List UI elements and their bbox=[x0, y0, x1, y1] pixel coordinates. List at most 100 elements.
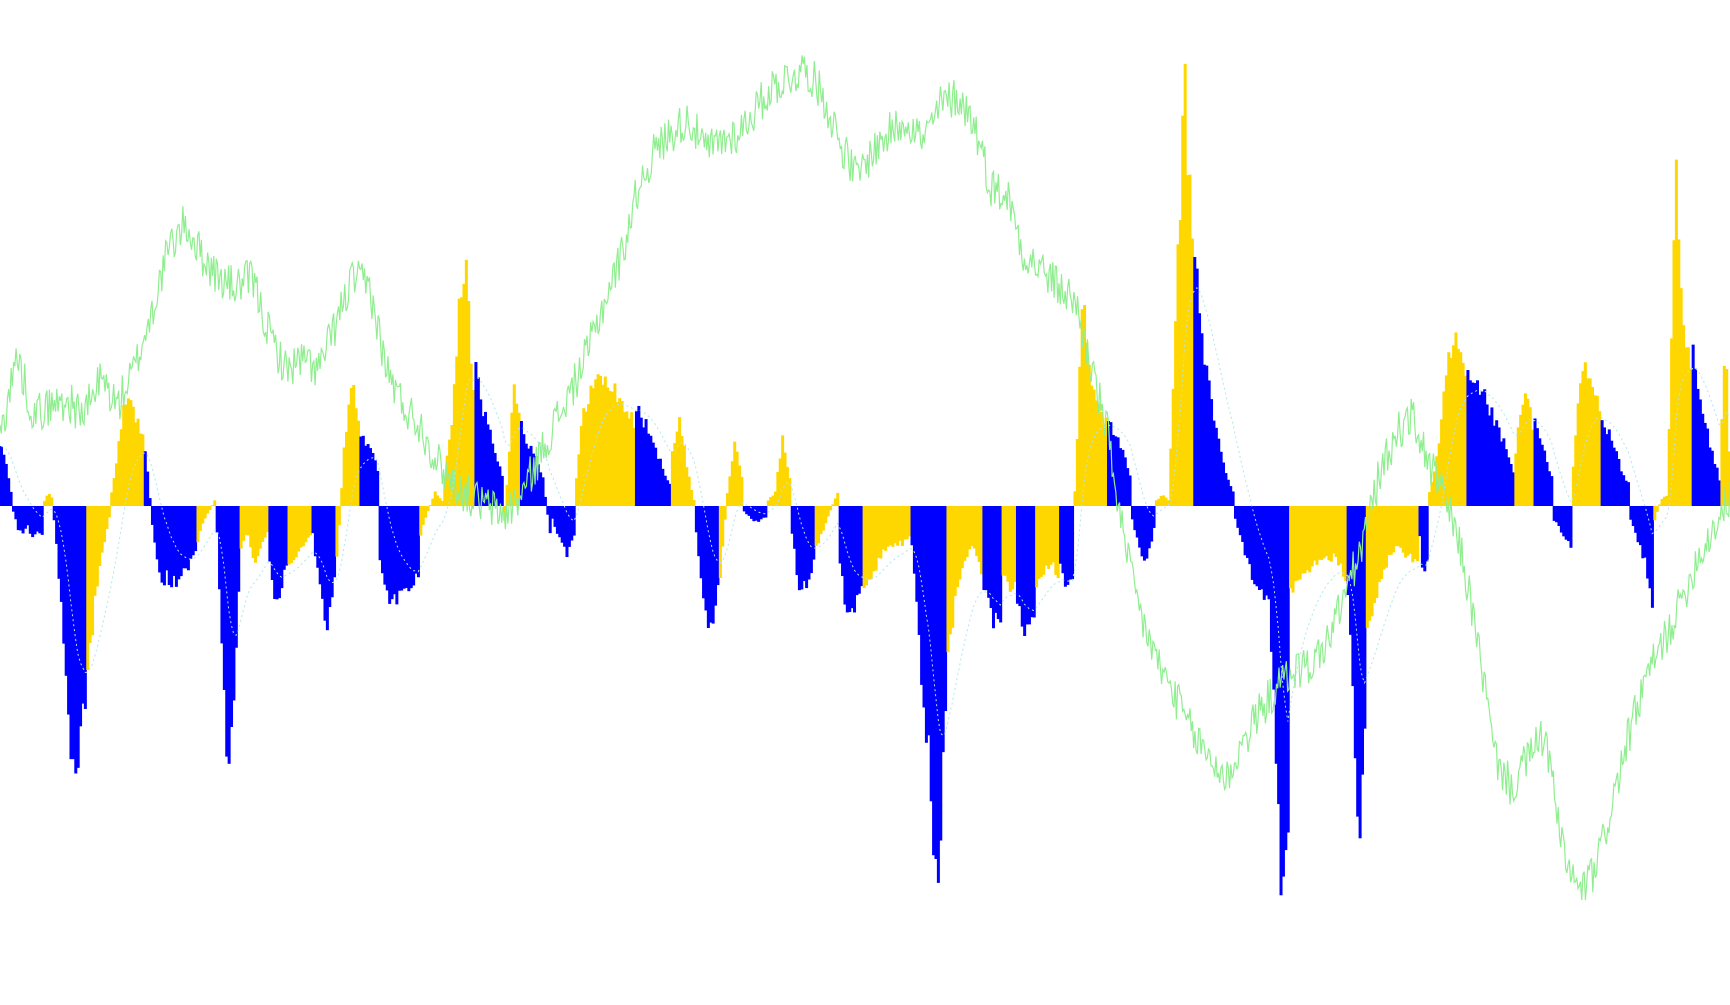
histogram-bar bbox=[1210, 399, 1214, 506]
histogram-bar bbox=[944, 506, 948, 712]
histogram-bar bbox=[88, 506, 92, 643]
histogram-bar bbox=[1222, 462, 1226, 506]
histogram-bar bbox=[1207, 380, 1211, 506]
histogram-bar bbox=[376, 470, 380, 506]
histogram-bar bbox=[337, 506, 341, 526]
histogram-bar bbox=[1461, 362, 1465, 506]
histogram-bar bbox=[1658, 504, 1662, 506]
histogram-bar bbox=[392, 506, 396, 595]
histogram-bar bbox=[1701, 413, 1705, 506]
histogram-bar bbox=[28, 506, 32, 534]
histogram-bar bbox=[1147, 506, 1151, 549]
histogram-bar bbox=[402, 506, 406, 589]
histogram-bar bbox=[112, 478, 116, 506]
histogram-bar bbox=[582, 408, 586, 506]
histogram-bar bbox=[299, 506, 303, 548]
histogram-bar bbox=[572, 506, 576, 536]
histogram-bar bbox=[1610, 440, 1614, 506]
histogram-bar bbox=[1514, 453, 1518, 506]
histogram-bar bbox=[1698, 399, 1702, 506]
histogram-bar bbox=[1035, 506, 1039, 588]
histogram-bar bbox=[167, 506, 171, 585]
histogram-bar bbox=[1626, 482, 1630, 506]
histogram-bar bbox=[215, 506, 219, 533]
histogram-bar bbox=[814, 506, 818, 546]
histogram-bar bbox=[1428, 492, 1432, 506]
histogram-bar bbox=[59, 506, 63, 602]
histogram-bar bbox=[1047, 506, 1051, 569]
histogram-bar bbox=[242, 506, 246, 541]
histogram-bar bbox=[1418, 506, 1422, 537]
histogram-bar bbox=[999, 506, 1003, 623]
histogram-bar bbox=[1327, 506, 1331, 561]
histogram-bar bbox=[287, 506, 291, 565]
histogram-bar bbox=[1598, 411, 1602, 506]
histogram-bar bbox=[373, 460, 377, 506]
histogram-bar bbox=[1257, 506, 1261, 590]
histogram-bar bbox=[694, 506, 698, 533]
histogram-bar bbox=[939, 506, 943, 841]
histogram-bar bbox=[1128, 475, 1132, 506]
histogram-bar bbox=[555, 506, 559, 534]
histogram-bar bbox=[1614, 451, 1618, 506]
histogram-bar bbox=[1255, 506, 1259, 587]
histogram-bar bbox=[1111, 434, 1115, 506]
histogram-bar bbox=[196, 506, 200, 543]
histogram-bar bbox=[1315, 506, 1319, 565]
histogram-bar bbox=[1677, 239, 1681, 507]
histogram-bar bbox=[1456, 348, 1460, 506]
histogram-bar bbox=[670, 451, 674, 506]
histogram-bar bbox=[1308, 506, 1312, 573]
histogram-bar bbox=[155, 506, 159, 560]
histogram-bar bbox=[21, 506, 25, 534]
histogram-bar bbox=[733, 441, 737, 506]
histogram-bar bbox=[740, 476, 744, 506]
histogram-bar bbox=[1313, 506, 1317, 561]
histogram-bar bbox=[1135, 506, 1139, 538]
histogram-bar bbox=[1159, 495, 1163, 506]
histogram-bar bbox=[469, 363, 473, 506]
histogram-bar bbox=[1540, 444, 1544, 506]
histogram-bar bbox=[1075, 439, 1079, 506]
histogram-bar bbox=[1552, 506, 1556, 521]
histogram-bar bbox=[1162, 495, 1166, 506]
histogram-bar bbox=[1487, 415, 1491, 506]
histogram-bar bbox=[1013, 506, 1017, 582]
histogram-bar bbox=[666, 480, 670, 506]
histogram-bar bbox=[1567, 506, 1571, 542]
histogram-bar bbox=[1356, 506, 1360, 817]
histogram-bar bbox=[1495, 420, 1499, 506]
histogram-bar bbox=[1504, 449, 1508, 506]
histogram-bar bbox=[776, 472, 780, 506]
histogram-bar bbox=[1092, 389, 1096, 506]
histogram-bar bbox=[1725, 369, 1729, 506]
histogram-bar bbox=[1519, 414, 1523, 506]
histogram-bar bbox=[1250, 506, 1254, 580]
histogram-bar bbox=[500, 475, 504, 506]
histogram-bar bbox=[11, 506, 15, 512]
histogram-bar bbox=[577, 454, 581, 506]
histogram-bar bbox=[1272, 506, 1276, 690]
histogram-bar bbox=[829, 506, 833, 511]
histogram-bar bbox=[989, 506, 993, 609]
histogram-bar bbox=[1464, 375, 1468, 506]
histogram-bar bbox=[661, 468, 665, 506]
histogram-bar bbox=[503, 506, 507, 521]
histogram-bar bbox=[838, 506, 842, 564]
histogram-bar bbox=[357, 420, 361, 506]
histogram-bar bbox=[663, 475, 667, 506]
histogram-bar bbox=[138, 433, 142, 506]
histogram-bar bbox=[1629, 506, 1633, 520]
histogram-bar bbox=[297, 506, 301, 552]
histogram-bar bbox=[1241, 506, 1245, 542]
histogram-bar bbox=[208, 506, 212, 511]
histogram-bar bbox=[807, 506, 811, 580]
histogram-bar bbox=[1387, 506, 1391, 555]
histogram-bar bbox=[1425, 506, 1429, 562]
histogram-bar bbox=[98, 506, 102, 566]
histogram-bar bbox=[965, 506, 969, 557]
histogram-bar bbox=[589, 385, 593, 506]
price-line bbox=[0, 55, 1730, 901]
histogram-bar bbox=[637, 405, 641, 506]
